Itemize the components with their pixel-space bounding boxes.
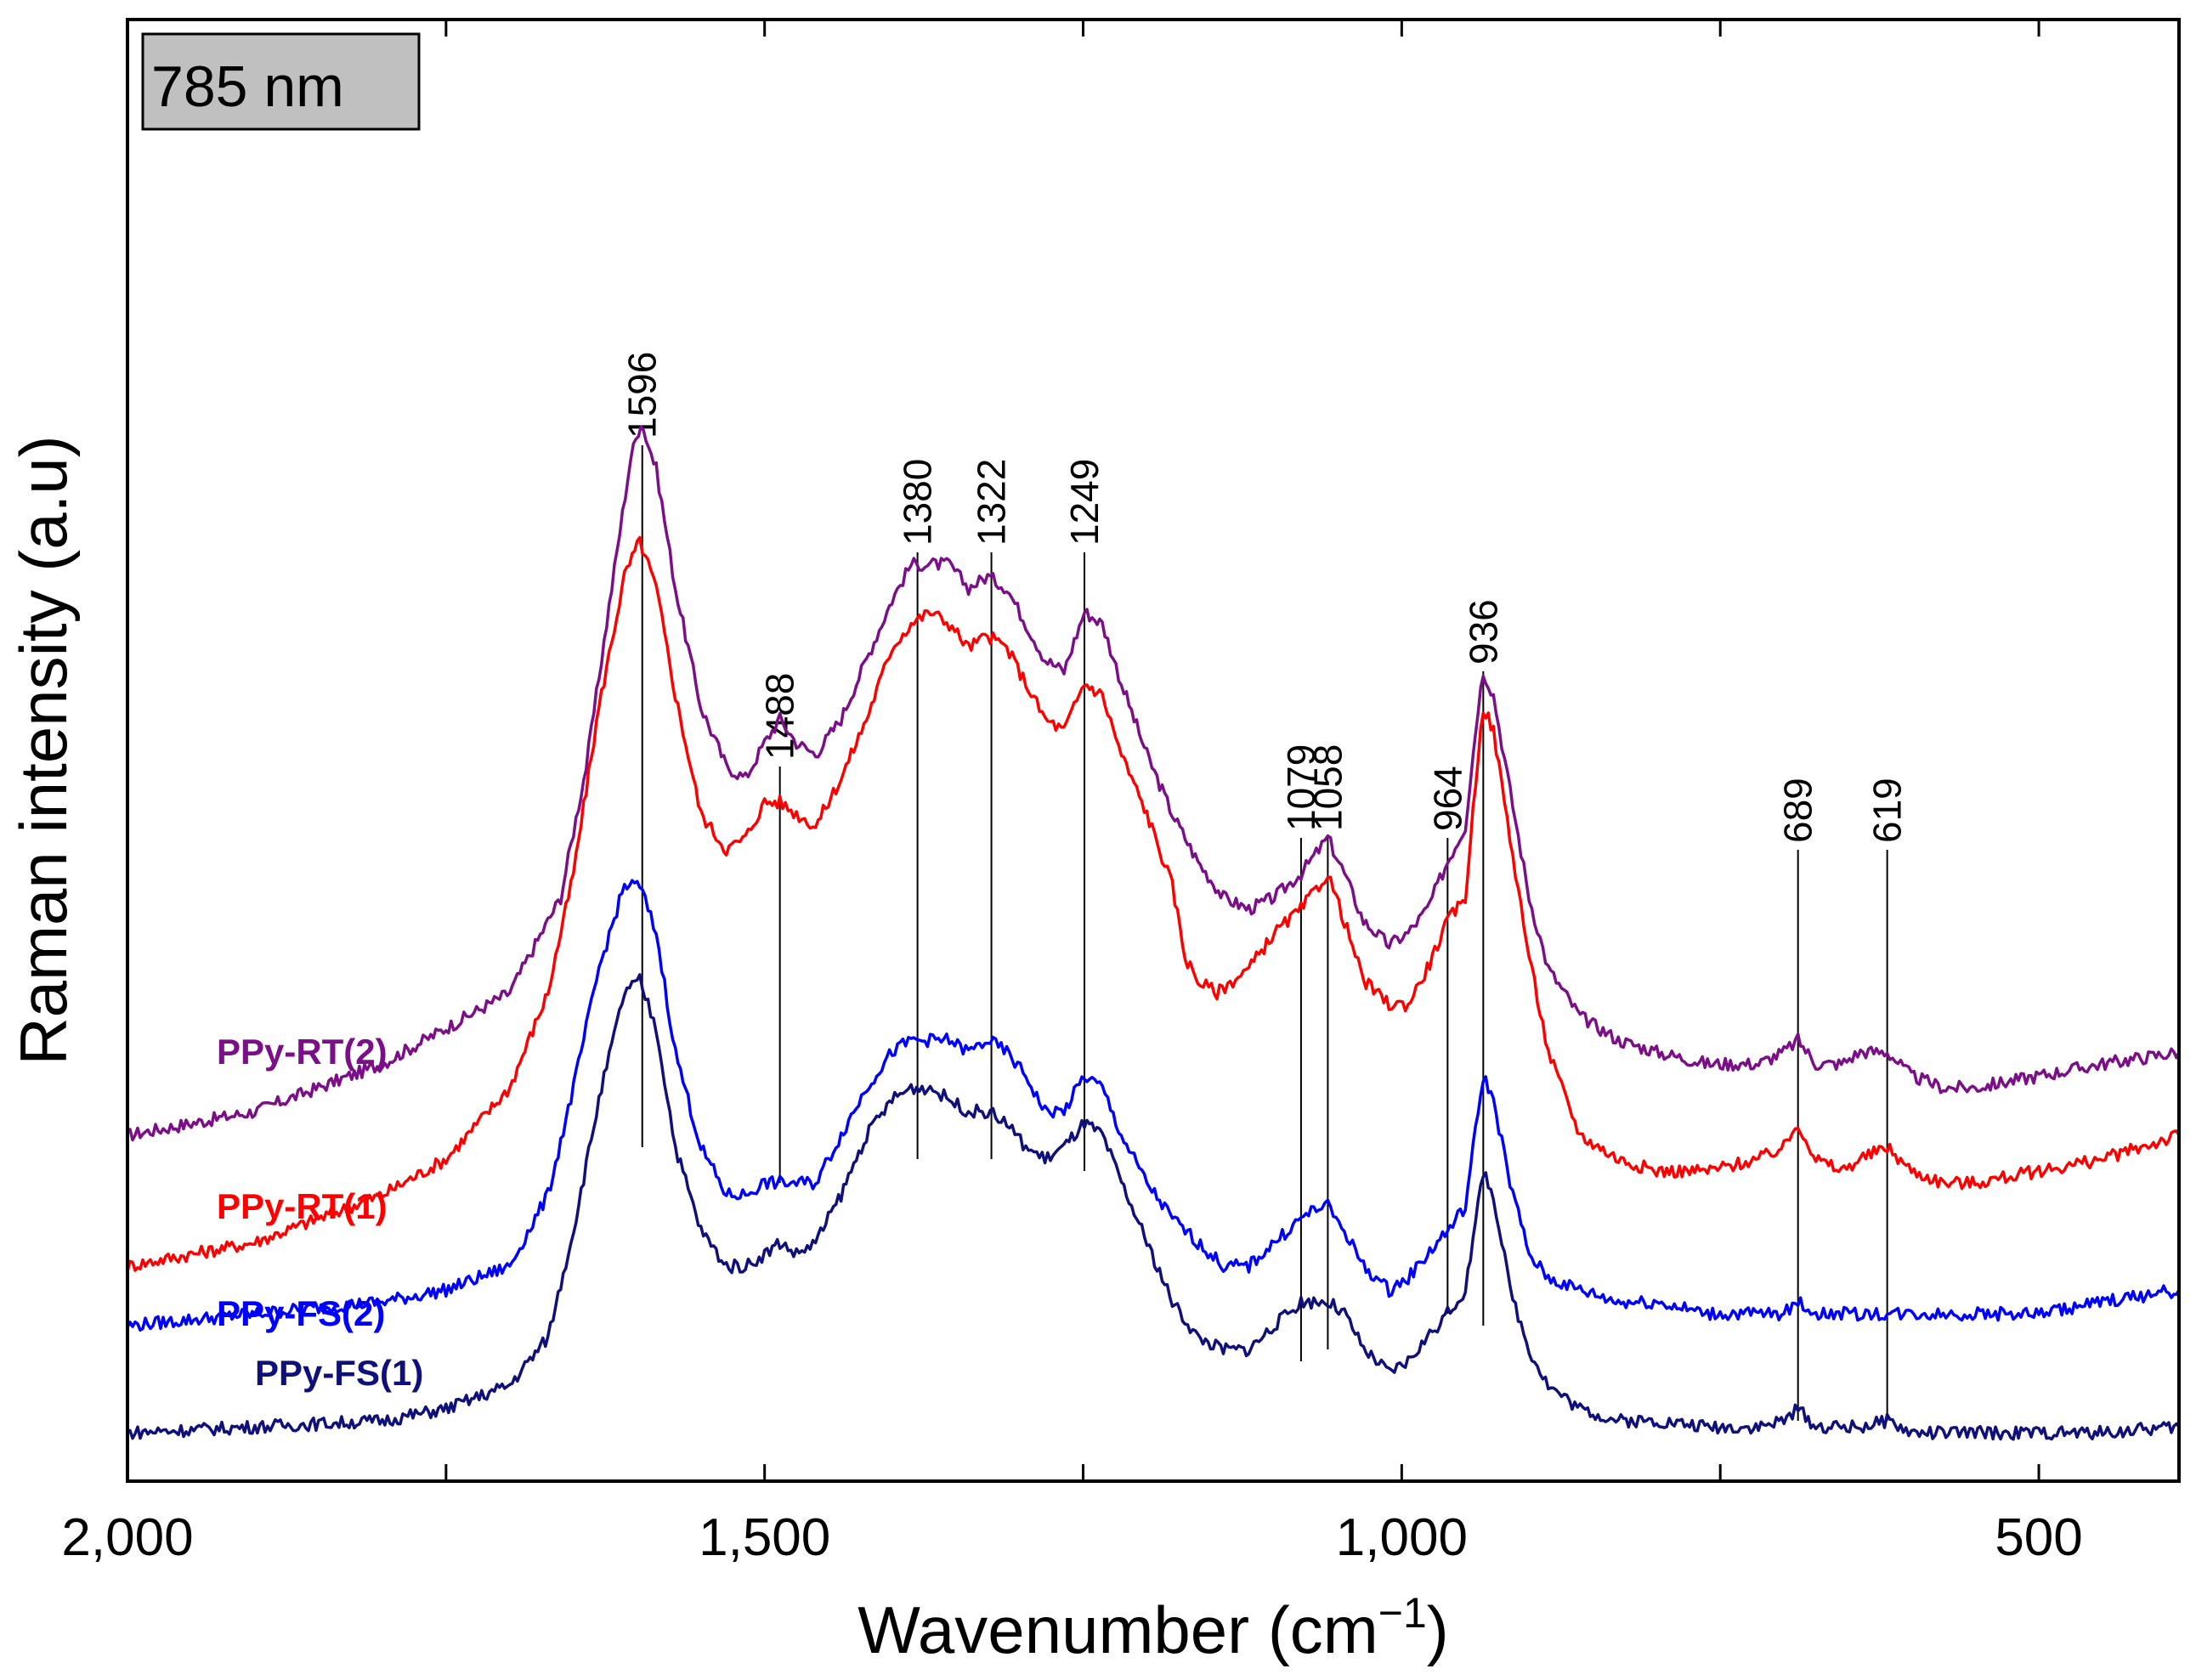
peak-label-1249: 1249 [1062,459,1106,546]
series-labels: PPy-RT(2) PPy-RT(1) PPy-FS(2) PPy-FS(1) [217,1032,423,1393]
plot-frame [126,18,2181,1483]
x-tick-label-2000: 2,000 [61,1508,193,1567]
series-lines [126,425,2181,1441]
x-axis-title-main: Wavenumber (cm [857,1592,1378,1667]
badge-box [141,32,421,131]
peak-label-936: 936 [1461,599,1505,665]
x-axis-title: Wavenumber (cm−1) [857,1589,1449,1667]
peak-label-1322: 1322 [970,459,1014,546]
x-tick-label-500: 500 [1995,1508,2082,1567]
peak-label-964: 964 [1425,766,1469,831]
x-tick-label-1500: 1,500 [699,1508,830,1567]
badge-text: 785 nm [151,54,344,119]
peak-label-1079: 1079 [1279,744,1323,831]
y-axis-title: Raman intensity (a.u) [6,435,81,1065]
peak-label-1058: 1058 [1305,744,1350,831]
peak-label-1596: 1596 [620,352,665,438]
x-tick-label-1000: 1,000 [1336,1508,1468,1567]
series-label-PPy-FS(1): PPy-FS(1) [255,1353,423,1393]
peak-label-619: 619 [1865,778,1910,843]
series-label-PPy-RT(2): PPy-RT(2) [217,1032,388,1072]
peak-label-689: 689 [1776,778,1820,843]
series-line-PPy-RT(1) [126,535,2181,1272]
series-label-PPy-RT(1): PPy-RT(1) [217,1186,388,1226]
x-axis-title-superscript: −1 [1378,1589,1427,1637]
series-line-PPy-RT(2) [127,425,2181,1142]
peak-label-1380: 1380 [896,459,940,546]
series-line-PPy-FS(1) [127,973,2181,1441]
series-label-PPy-FS(2): PPy-FS(2) [217,1293,385,1333]
series-line-PPy-FS(2) [126,879,2181,1332]
laser-wavelength-badge: 785 nm [141,32,421,131]
x-axis-ticks: 2,000 1,500 1,000 500 [61,20,2083,1567]
x-axis-title-close: ) [1427,1592,1449,1667]
